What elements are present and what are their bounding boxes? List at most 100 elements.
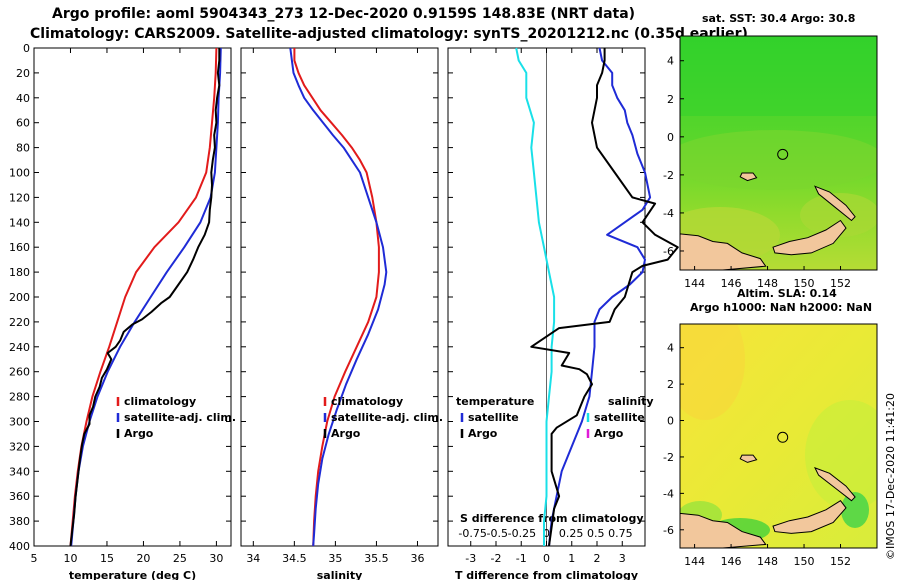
salinity-frame xyxy=(240,47,439,547)
x-tick-label: -3 xyxy=(465,552,476,565)
legend-label: satellite-adj. clim. xyxy=(331,411,443,424)
land-mass xyxy=(680,512,767,548)
legend-label: satellite xyxy=(468,411,519,424)
y-tick-label: -4 xyxy=(663,487,674,500)
x-tick-label: 20 xyxy=(136,552,150,565)
difference-panel: -3 -2 -1 0 1 2 3T difference from climatologyS… xyxy=(447,47,679,580)
x-tick-label: 144 xyxy=(684,277,705,290)
s-tick-label: -0.25 xyxy=(508,527,536,540)
x-tick-label: 2 xyxy=(594,552,601,565)
y-tick-label: 200 xyxy=(9,291,30,304)
x-tick-label: 5 xyxy=(31,552,38,565)
x-tick-label: 30 xyxy=(209,552,223,565)
x-tick-label: 144 xyxy=(684,555,705,568)
argo-position-marker xyxy=(777,148,789,160)
legend-label: Argo xyxy=(594,427,624,440)
sst-patch xyxy=(680,130,877,190)
y-tick-label: 360 xyxy=(9,490,30,503)
argo-position-marker xyxy=(777,431,789,443)
s-tick-label: 0.5 xyxy=(587,527,605,540)
sst-patch xyxy=(800,193,877,237)
y-tick-label: 0 xyxy=(667,415,674,428)
x-axis-label: T difference from climatology xyxy=(455,569,638,580)
legend-label: satellite xyxy=(594,411,645,424)
land-mass xyxy=(680,233,767,270)
x-tick-label: 10 xyxy=(63,552,77,565)
legend-label: temperature xyxy=(456,395,534,408)
series-line-climatology xyxy=(293,48,380,547)
x-axis-label: salinity xyxy=(317,569,363,580)
y-tick-label: 380 xyxy=(9,515,30,528)
sla-patch xyxy=(680,324,745,420)
y-tick-label: 40 xyxy=(16,92,30,105)
y-tick-label: 4 xyxy=(667,342,674,355)
legend-label: Argo xyxy=(468,427,498,440)
sla-patch xyxy=(805,400,877,510)
land-mass xyxy=(739,172,758,182)
series-line-satellite-adj-clim- xyxy=(289,47,388,547)
y-tick-label: 340 xyxy=(9,465,30,478)
y-tick-label: 60 xyxy=(16,117,30,130)
y-tick-label: 400 xyxy=(9,540,30,553)
y-tick-label: 300 xyxy=(9,416,30,429)
series-line-satellite-s-diff xyxy=(515,47,556,546)
sst-map-frame xyxy=(679,35,878,271)
x-tick-label: 152 xyxy=(830,555,851,568)
sst-map-layers xyxy=(680,36,877,270)
s-tick-label: -0.5 xyxy=(487,527,508,540)
legend-label: satellite-adj. clim. xyxy=(124,411,236,424)
temperature-panel: 0 20 40 60 80 100 120 140 160 180 200 220 240 260 280 3… xyxy=(9,42,236,580)
x-tick-label: 148 xyxy=(757,277,778,290)
x-tick-label: 146 xyxy=(721,277,742,290)
y-tick-label: 20 xyxy=(16,67,30,80)
x-tick-label: 3 xyxy=(619,552,626,565)
x-tick-label: 35 xyxy=(328,552,342,565)
y-tick-label: 220 xyxy=(9,316,30,329)
sla-map-frame xyxy=(679,323,878,549)
y-tick-label: -6 xyxy=(663,245,674,258)
x-tick-label: 152 xyxy=(830,277,851,290)
x-tick-label: 34 xyxy=(246,552,260,565)
y-tick-label: 2 xyxy=(667,93,674,106)
x-tick-label: 34.5 xyxy=(282,552,307,565)
y-tick-label: -4 xyxy=(663,207,674,220)
y-tick-label: -2 xyxy=(663,169,674,182)
legend-label: Argo xyxy=(124,427,154,440)
series-line-satellite-t-diff xyxy=(548,47,652,547)
y-tick-label: 140 xyxy=(9,216,30,229)
y-tick-label: 240 xyxy=(9,341,30,354)
y-tick-label: 160 xyxy=(9,241,30,254)
sla-patch xyxy=(841,492,869,528)
header-line-2: Climatology: CARS2009. Satellite-adjuste… xyxy=(30,26,748,42)
sla-map-subtitle: Argo h1000: NaN h2000: NaN xyxy=(690,301,873,314)
y-tick-label: 260 xyxy=(9,366,30,379)
legend-label: salinity xyxy=(608,395,654,408)
sla-map: 144 146 148 150 152 4 2 0 -2 -4 -6 xyxy=(663,323,878,568)
sst-map-title: sat. SST: 30.4 Argo: 30.8 xyxy=(702,12,856,25)
x-tick-label: 148 xyxy=(757,555,778,568)
header-line-1: Argo profile: aoml 5904343_273 12-Dec-20… xyxy=(52,6,636,22)
warm-band xyxy=(680,36,877,116)
y-tick-label: -6 xyxy=(663,524,674,537)
land-mass xyxy=(772,219,847,256)
sla-map-title: Altim. SLA: 0.14 xyxy=(737,287,837,300)
y-tick-label: -2 xyxy=(663,451,674,464)
legend-label: Argo xyxy=(331,427,361,440)
x-tick-label: 150 xyxy=(794,277,815,290)
y-tick-label: 0 xyxy=(667,131,674,144)
x-tick-label: 1 xyxy=(568,552,575,565)
land-mass xyxy=(814,185,856,222)
y-tick-label: 180 xyxy=(9,266,30,279)
y-tick-label: 280 xyxy=(9,391,30,404)
s-tick-label: 0.25 xyxy=(559,527,584,540)
x-tick-label: -2 xyxy=(491,552,502,565)
x-tick-label: 15 xyxy=(100,552,114,565)
x-tick-label: -1 xyxy=(516,552,527,565)
s-tick-label: 0.75 xyxy=(608,527,633,540)
temperature-frame xyxy=(33,47,232,547)
land-mass xyxy=(813,466,856,502)
y-tick-label: 100 xyxy=(9,167,30,180)
legend-label: climatology xyxy=(124,395,196,408)
x-tick-label: 35.5 xyxy=(364,552,389,565)
